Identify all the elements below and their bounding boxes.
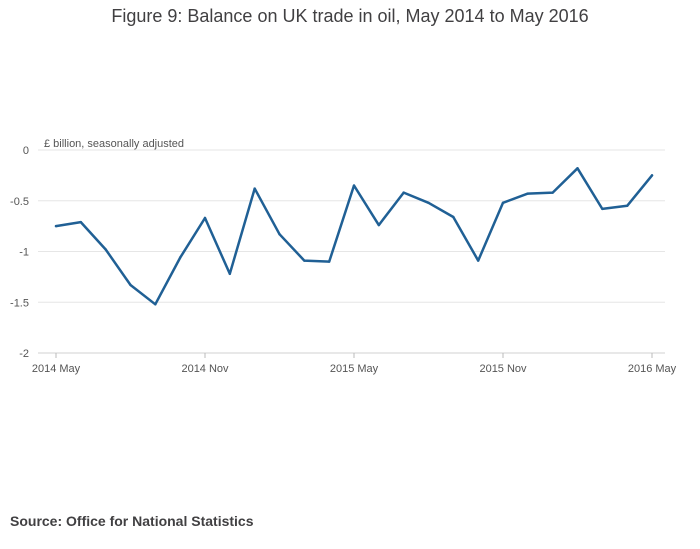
x-tick-label: 2015 May: [330, 363, 379, 375]
chart-title: Figure 9: Balance on UK trade in oil, Ma…: [111, 6, 589, 26]
data-point: [54, 224, 58, 228]
y-tick-label: 0: [23, 145, 29, 157]
data-point: [79, 220, 83, 224]
data-point: [178, 256, 182, 259]
data-point: [427, 201, 430, 204]
data-point: [625, 204, 629, 208]
data-point: [650, 174, 654, 177]
series-line: [54, 167, 654, 306]
data-point: [253, 187, 256, 190]
data-point: [551, 191, 554, 194]
x-tick-label: 2015 Nov: [479, 363, 527, 375]
data-point: [601, 207, 604, 211]
series-oil-balance: [54, 167, 654, 306]
x-tick-label: 2014 May: [32, 363, 81, 375]
data-point: [203, 216, 207, 220]
y-tick-label: -1: [19, 247, 29, 259]
data-point: [576, 167, 579, 170]
data-point: [327, 260, 331, 263]
y-tick-label: -0.5: [10, 196, 29, 208]
gridlines: [38, 149, 665, 354]
y-tick-label: -1.5: [10, 297, 29, 309]
source-note: Source: Office for National Statistics: [10, 513, 254, 529]
data-point: [129, 283, 132, 287]
data-point: [228, 272, 232, 276]
y-axis: 0 -0.5 -1 -1.5 -2: [10, 145, 29, 360]
x-tick-label: 2016 May: [628, 363, 677, 375]
y-axis-unit-label: £ billion, seasonally adjusted: [44, 138, 184, 150]
data-point: [278, 233, 281, 236]
data-point: [402, 191, 405, 194]
data-point: [452, 215, 455, 219]
y-tick-label: -2: [19, 348, 29, 360]
x-tick-label: 2014 Nov: [181, 363, 229, 375]
data-point: [476, 259, 480, 262]
data-point: [377, 223, 381, 227]
data-point: [104, 248, 107, 251]
data-point: [501, 201, 505, 204]
data-point: [154, 303, 157, 306]
x-axis: 2014 May 2014 Nov 2015 May 2015 Nov 2016 May: [32, 353, 677, 375]
data-point: [526, 192, 530, 195]
data-point: [303, 259, 306, 262]
data-point: [352, 184, 356, 187]
